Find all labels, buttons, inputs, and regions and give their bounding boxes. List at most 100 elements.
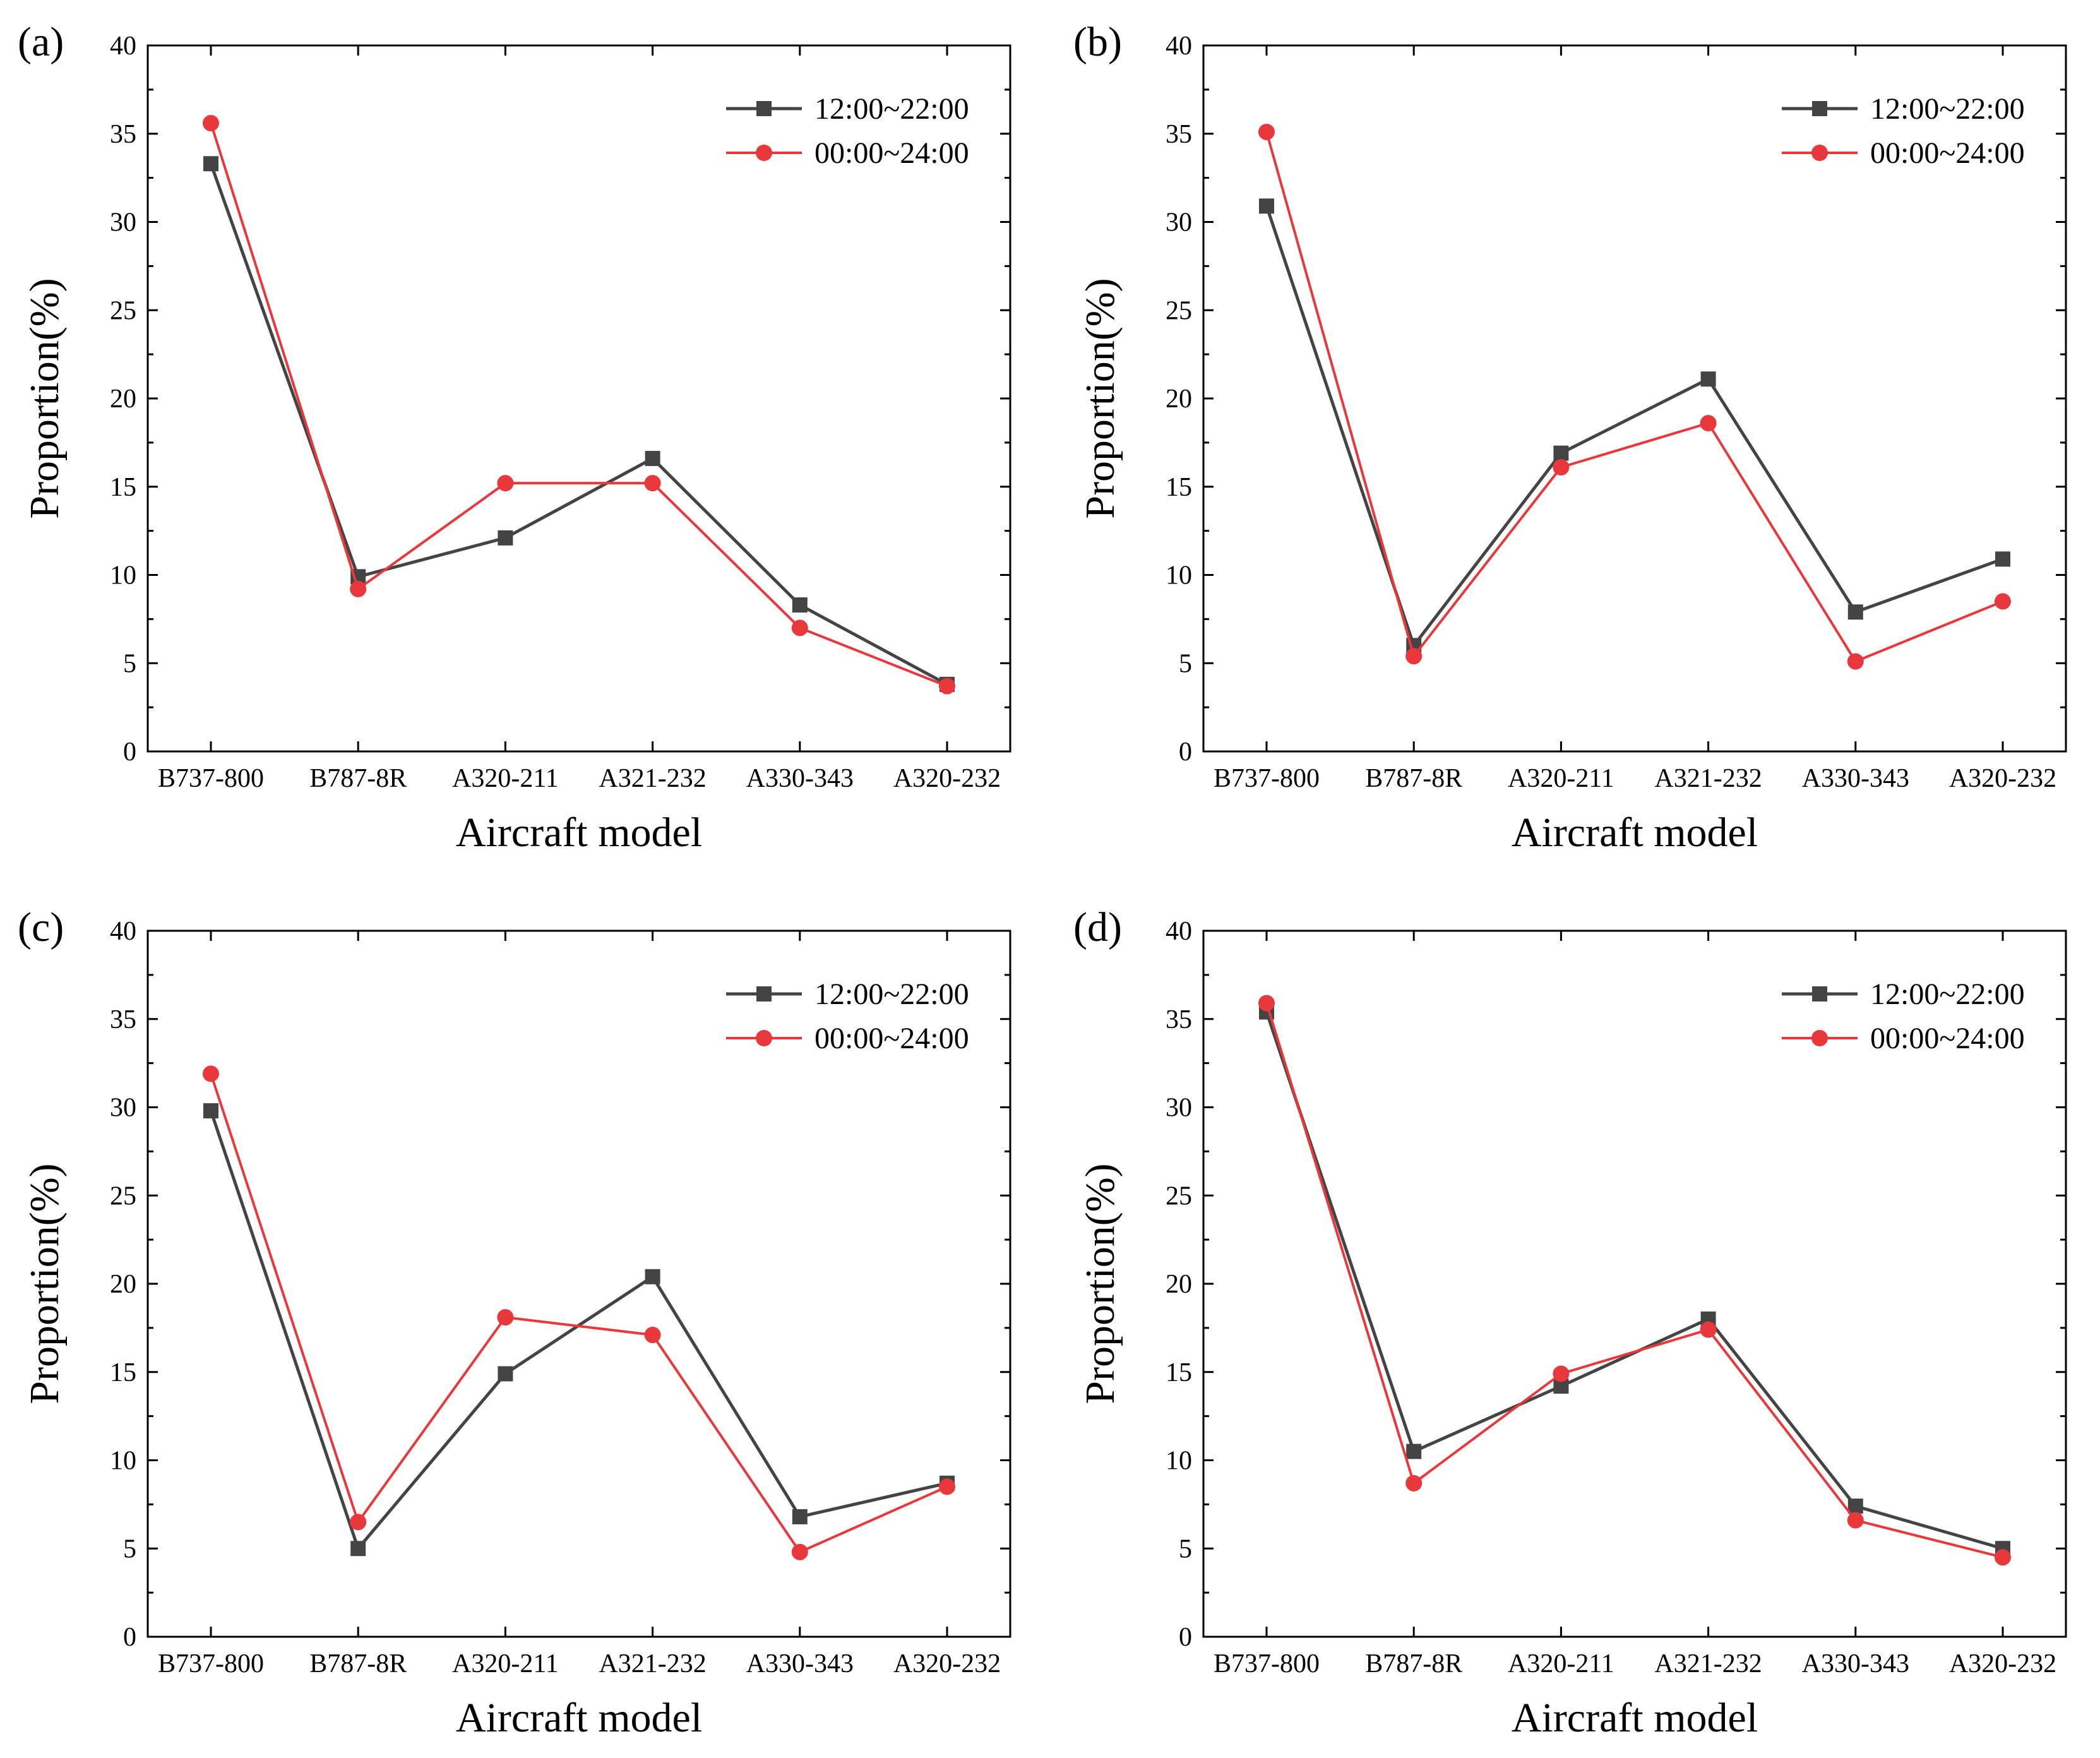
y-tick-label: 10 xyxy=(110,1447,136,1476)
legend-marker-square xyxy=(1812,101,1827,116)
panel-label: (c) xyxy=(18,904,64,950)
data-point-square xyxy=(203,156,218,172)
series-line xyxy=(1265,131,2003,663)
y-tick-label: 35 xyxy=(1166,120,1192,149)
legend-marker-circle xyxy=(756,1030,772,1046)
legend-marker-circle xyxy=(1811,145,1828,161)
x-tick-label: A330-343 xyxy=(1802,764,1909,793)
y-tick-label: 25 xyxy=(110,296,136,325)
y-tick-label: 30 xyxy=(1166,208,1192,237)
data-point-circle xyxy=(939,678,955,695)
data-point-square xyxy=(1995,551,2010,567)
series-gray xyxy=(1259,198,2010,654)
data-point-circle xyxy=(644,475,661,492)
legend-marker-square xyxy=(1812,986,1827,1002)
data-point-square xyxy=(1847,604,1863,620)
legend-label: 00:00~24:00 xyxy=(1870,1022,2025,1055)
y-tick-label: 40 xyxy=(1166,32,1192,61)
legend-label: 12:00~22:00 xyxy=(1870,92,2025,126)
legend-marker-circle xyxy=(1811,1030,1828,1046)
x-tick-label: A321-232 xyxy=(1654,764,1762,793)
y-tick-label: 35 xyxy=(110,1005,136,1034)
x-tick-label: A320-232 xyxy=(893,764,1001,793)
series-line xyxy=(209,163,948,686)
series-red xyxy=(1258,995,2011,1566)
x-axis-title: Aircraft model xyxy=(456,1695,702,1741)
y-axis-title: Proportion(%) xyxy=(21,278,68,518)
x-tick-label: A320-211 xyxy=(452,764,559,793)
series-line xyxy=(1265,1003,2003,1559)
data-point-circle xyxy=(791,619,808,637)
y-tick-label: 30 xyxy=(110,1094,136,1123)
panel-label: (b) xyxy=(1073,19,1122,65)
series-line xyxy=(210,123,948,688)
y-tick-label: 10 xyxy=(110,561,136,590)
legend-entry: 00:00~24:00 xyxy=(1782,1022,2025,1055)
data-point-circle xyxy=(350,580,367,597)
legend-entry: 00:00~24:00 xyxy=(726,1022,969,1055)
panel-c: 0 5 10 15 20 25 30 35 40 B737-800 B787-8R A320-211 A… xyxy=(18,904,1011,1741)
data-point-square xyxy=(203,1103,218,1119)
legend-label: 00:00~24:00 xyxy=(814,1022,969,1055)
legend-label: 00:00~24:00 xyxy=(814,136,969,170)
data-point-circle xyxy=(1405,648,1423,665)
panel-d: 0 5 10 15 20 25 30 35 40 B737-800 B787-8R A320-211 A… xyxy=(1073,904,2067,1741)
series-red xyxy=(203,114,955,695)
x-tick-label: A321-232 xyxy=(599,1649,706,1678)
data-point-circle xyxy=(1553,1365,1570,1382)
data-point-circle xyxy=(1847,1512,1864,1529)
y-tick-label: 20 xyxy=(110,1270,136,1299)
x-axis-title: Aircraft model xyxy=(1512,1695,1758,1741)
panel-a: 0 5 10 15 20 25 30 35 40 B737-800 B787-8R A320-211 A… xyxy=(18,19,1011,856)
panel-b: 0 5 10 15 20 25 30 35 40 B737-800 B787-8R A320-211 A… xyxy=(1073,19,2067,856)
y-tick-label: 25 xyxy=(1166,296,1192,325)
data-point-square xyxy=(792,597,808,613)
data-point-circle xyxy=(1847,653,1864,670)
x-tick-label: B787-8R xyxy=(1365,1649,1462,1678)
data-point-square xyxy=(792,1509,808,1524)
series-line xyxy=(1265,205,2003,649)
x-tick-label: B787-8R xyxy=(1365,764,1462,793)
x-tick-label: B737-800 xyxy=(1214,764,1320,793)
x-tick-label: A320-211 xyxy=(1508,1649,1614,1678)
y-axis-title: Proportion(%) xyxy=(1077,1163,1123,1404)
data-point-circle xyxy=(350,1514,367,1531)
y-tick-label: 0 xyxy=(123,1623,136,1652)
data-point-square xyxy=(498,530,513,546)
legend-entry: 12:00~22:00 xyxy=(726,978,969,1011)
y-tick-label: 40 xyxy=(1166,917,1192,946)
data-point-square xyxy=(645,451,660,467)
legend-label: 12:00~22:00 xyxy=(1870,978,2025,1011)
legend-entry: 12:00~22:00 xyxy=(726,92,969,126)
y-tick-label: 15 xyxy=(110,473,136,502)
series-line xyxy=(1265,1011,2003,1550)
panel-label: (d) xyxy=(1073,904,1122,950)
data-point-circle xyxy=(1995,593,2011,610)
data-point-square xyxy=(498,1366,513,1382)
y-tick-label: 35 xyxy=(1166,1005,1192,1034)
legend-label: 12:00~22:00 xyxy=(814,978,969,1011)
x-tick-label: A330-343 xyxy=(746,1649,854,1678)
x-tick-label: A321-232 xyxy=(599,764,706,793)
x-tick-label: A330-343 xyxy=(1802,1649,1909,1678)
data-point-circle xyxy=(203,114,219,131)
y-tick-label: 25 xyxy=(110,1181,136,1211)
series-gray xyxy=(203,156,955,692)
legend-entry: 12:00~22:00 xyxy=(1782,92,2025,126)
panel-label: (a) xyxy=(18,19,64,65)
data-point-circle xyxy=(497,475,514,492)
data-point-square xyxy=(1553,445,1569,461)
data-point-circle xyxy=(1995,1549,2011,1566)
x-axis-title: Aircraft model xyxy=(1512,810,1758,856)
data-point-square xyxy=(1847,1498,1863,1514)
x-tick-label: A321-232 xyxy=(1654,1649,1762,1678)
legend-label: 12:00~22:00 xyxy=(814,92,969,126)
data-point-circle xyxy=(791,1543,808,1560)
y-tick-label: 10 xyxy=(1166,1447,1192,1476)
x-tick-label: A320-232 xyxy=(1949,764,2056,793)
y-axis-title: Proportion(%) xyxy=(1077,278,1123,518)
x-tick-label: B737-800 xyxy=(1214,1649,1320,1678)
data-point-circle xyxy=(1553,459,1570,476)
data-point-square xyxy=(1700,371,1716,387)
series-gray xyxy=(1259,1004,2010,1557)
